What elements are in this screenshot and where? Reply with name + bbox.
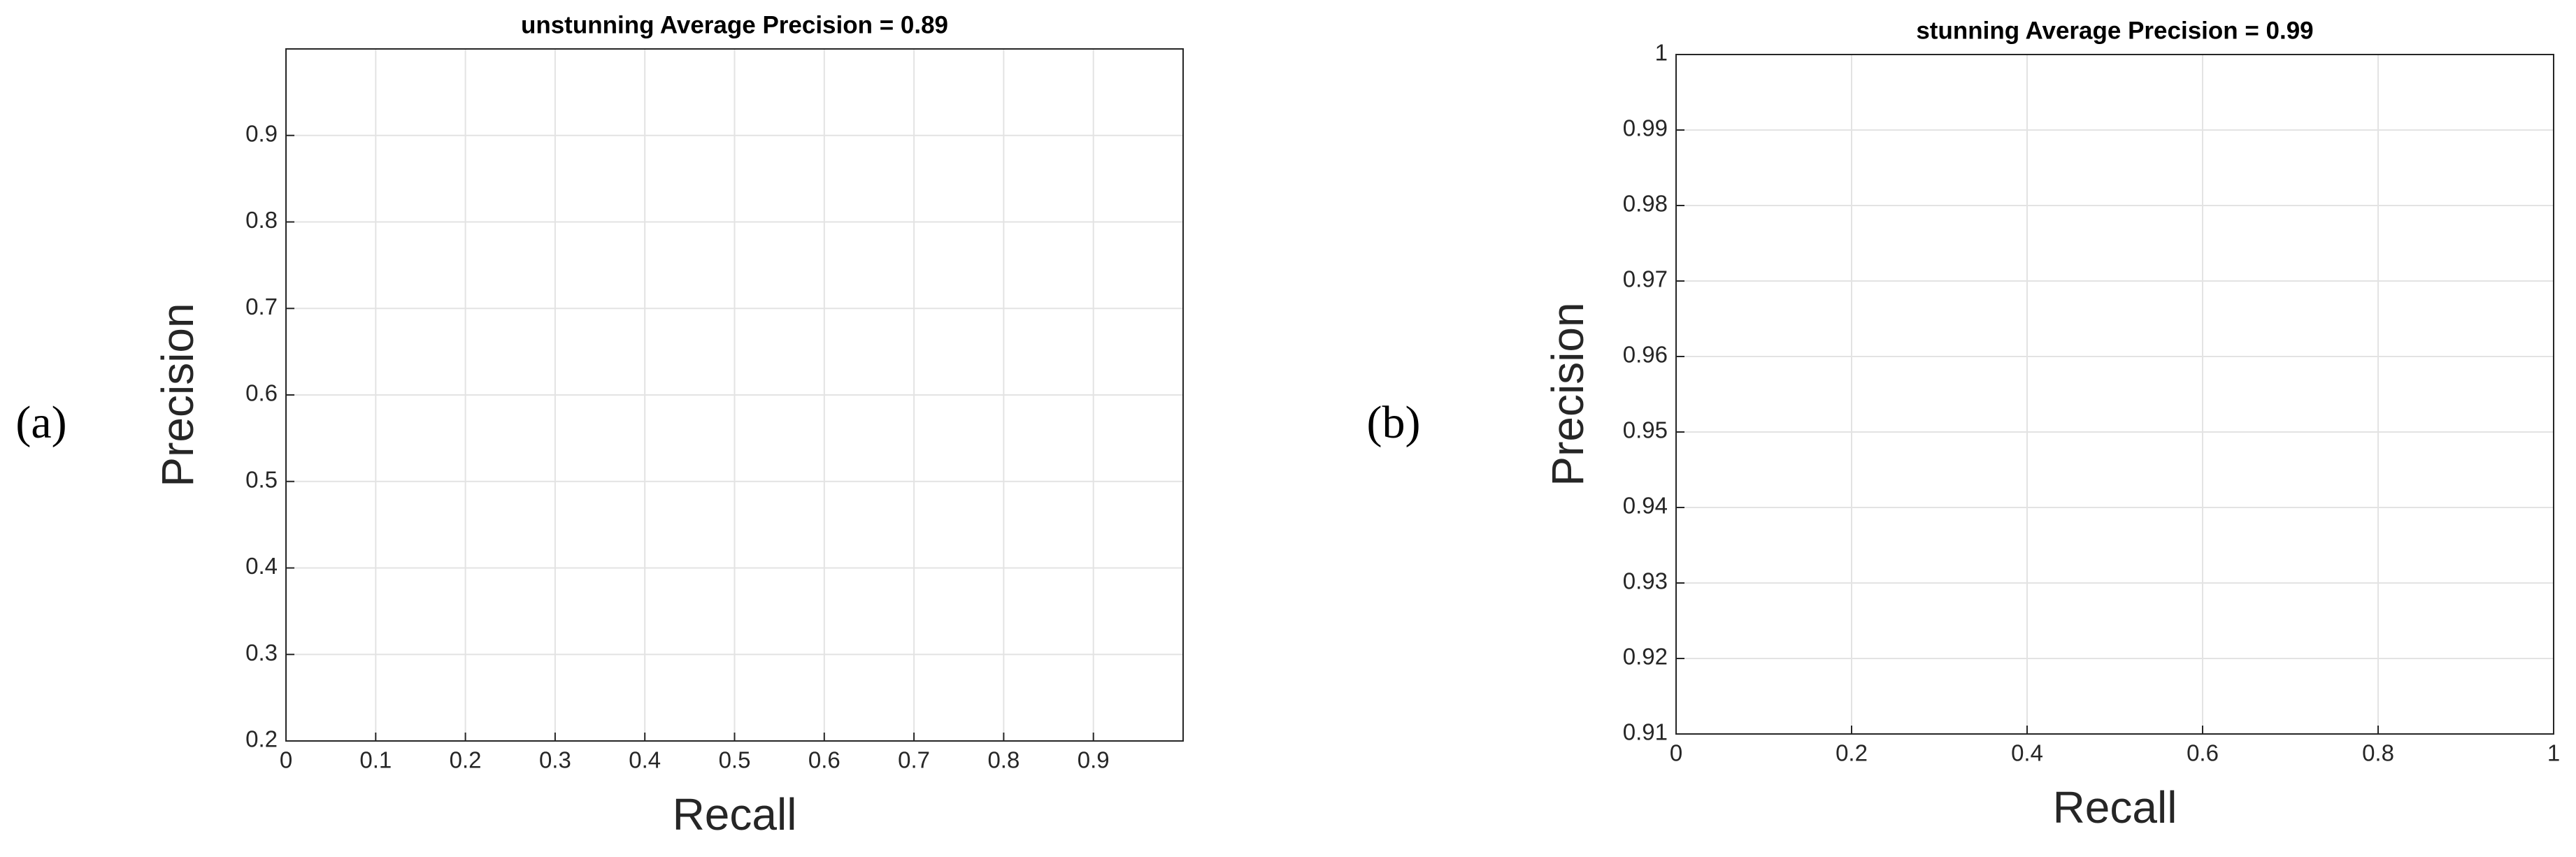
x-tick-label: 0.3 <box>539 747 571 773</box>
y-tick-label: 0.98 <box>1623 191 1668 217</box>
y-tick-label: 0.5 <box>245 466 278 492</box>
y-tick-label: 0.94 <box>1623 493 1668 519</box>
x-tick-label: 1 <box>2547 740 2560 766</box>
x-tick-label: 0.8 <box>987 747 1019 773</box>
y-tick-label: 0.92 <box>1623 644 1668 670</box>
plot-area <box>1676 55 2554 734</box>
x-tick-label: 0.2 <box>1836 740 1868 766</box>
x-tick-label: 0.7 <box>898 747 930 773</box>
x-axis-label: Recall <box>673 789 797 840</box>
axes-box <box>285 48 1184 742</box>
y-tick-label: 0.3 <box>245 640 278 665</box>
x-tick-label: 0.9 <box>1078 747 1110 773</box>
y-tick-label: 0.9 <box>245 120 278 146</box>
axes-box <box>1675 54 2554 735</box>
y-tick-label: 0.4 <box>245 553 278 579</box>
panel-label: (b) <box>1367 397 1421 448</box>
panel-label: (a) <box>15 397 66 448</box>
x-tick-label: 0 <box>280 747 292 773</box>
y-tick-label: 0.6 <box>245 380 278 406</box>
y-axis-label: Precision <box>1543 302 1593 486</box>
x-tick-label: 0.1 <box>359 747 392 773</box>
y-tick-label: 0.93 <box>1623 568 1668 594</box>
y-tick-label: 0.91 <box>1623 719 1668 745</box>
y-tick-label: 0.96 <box>1623 342 1668 368</box>
x-tick-label: 0.6 <box>808 747 840 773</box>
x-axis-label: Recall <box>2053 782 2177 833</box>
x-tick-label: 0.5 <box>719 747 751 773</box>
y-tick-label: 0.99 <box>1623 115 1668 141</box>
y-tick-label: 0.7 <box>245 294 278 319</box>
y-tick-label: 0.2 <box>245 726 278 752</box>
chart-title: stunning Average Precision = 0.99 <box>1916 17 2313 44</box>
y-tick-label: 0.97 <box>1623 266 1668 292</box>
y-tick-label: 1 <box>1655 40 1668 66</box>
x-tick-label: 0.8 <box>2362 740 2394 766</box>
y-axis-label: Precision <box>152 303 203 487</box>
x-tick-label: 0 <box>1670 740 1682 766</box>
x-tick-label: 0.4 <box>2011 740 2043 766</box>
x-tick-label: 0.6 <box>2187 740 2219 766</box>
x-tick-label: 0.4 <box>629 747 661 773</box>
y-tick-label: 0.8 <box>245 207 278 233</box>
x-tick-label: 0.2 <box>450 747 482 773</box>
y-tick-label: 0.95 <box>1623 417 1668 443</box>
chart-title: unstunning Average Precision = 0.89 <box>521 11 948 38</box>
